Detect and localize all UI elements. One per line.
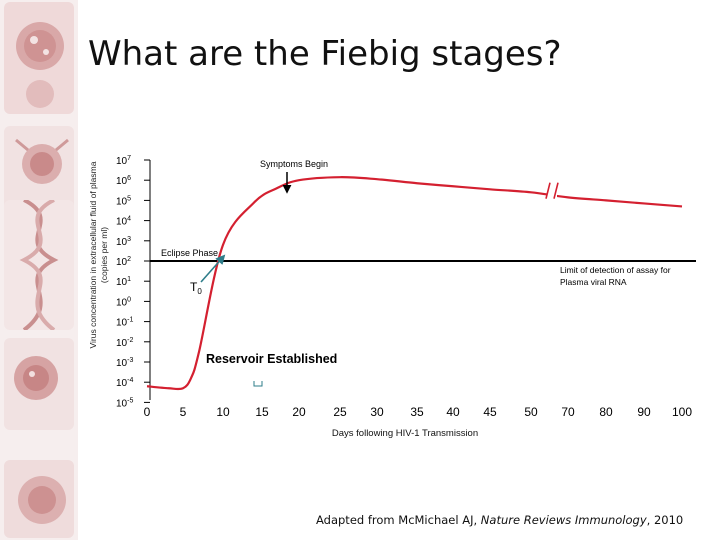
symptoms-begin-label: Symptoms Begin [260, 159, 328, 169]
y-tick-label: 10-3 [116, 357, 133, 369]
y-tick-label: 107 [116, 155, 131, 167]
y-tick-label: 10-2 [116, 337, 133, 349]
source-credit: Adapted from McMichael AJ, Nature Review… [316, 513, 683, 527]
y-tick-label: 10-1 [116, 317, 133, 329]
y-tick-label: 10-5 [116, 397, 133, 409]
viral-load-curve [146, 176, 683, 391]
t0-label: T0 [190, 280, 202, 296]
credit-prefix: Adapted from McMichael AJ, [316, 513, 481, 527]
detection-limit-label-line2: Plasma viral RNA [560, 277, 627, 287]
x-tick-label: 70 [561, 405, 575, 419]
x-tick-label: 0 [144, 405, 151, 419]
credit-suffix: , 2010 [646, 513, 684, 527]
x-tick-label: 80 [599, 405, 613, 419]
y-tick-label: 105 [116, 195, 131, 207]
x-tick-label: 5 [180, 405, 187, 419]
x-tick-label: 35 [410, 405, 424, 419]
y-tick-label: 10-4 [116, 377, 133, 389]
x-tick-label: 40 [446, 405, 460, 419]
x-tick-label: 90 [637, 405, 651, 419]
reservoir-established-label: Reservoir Established [206, 352, 337, 366]
eclipse-phase-label: Eclipse Phase [161, 248, 218, 258]
slide-title: What are the Fiebig stages? [88, 34, 562, 74]
decorative-sidebar [0, 0, 78, 540]
x-tick-label: 30 [370, 405, 384, 419]
break-line-left [545, 182, 551, 199]
y-tick-label: 106 [116, 175, 131, 187]
x-tick-label: 10 [216, 405, 230, 419]
virus-image-3 [4, 338, 74, 430]
y-tick-label: 101 [116, 276, 131, 288]
dna-helix-image [4, 200, 74, 330]
virus-image-1 [4, 2, 74, 114]
break-gap [547, 181, 557, 200]
y-tick-label: 103 [116, 236, 131, 248]
y-tick-label: 100 [116, 296, 131, 308]
break-line-right [553, 182, 559, 199]
x-tick-label: 50 [524, 405, 538, 419]
x-tick-label: 45 [483, 405, 497, 419]
detection-limit-label-line1: Limit of detection of assay for [560, 265, 671, 275]
x-tick-label: 20 [292, 405, 306, 419]
y-tick-label: 104 [116, 216, 131, 228]
y-tick-label: 102 [116, 256, 131, 268]
credit-journal: Nature Reviews Immunology [480, 513, 647, 527]
x-tick-label: 100 [672, 405, 692, 419]
reservoir-bracket [253, 381, 263, 387]
x-axis-label: Days following HIV-1 Transmission [331, 428, 479, 439]
axis-break-marker [545, 181, 559, 200]
x-tick-label: 15 [255, 405, 269, 419]
t0-arrow [200, 254, 226, 283]
virus-image-4 [4, 460, 74, 538]
x-tick-label: 25 [333, 405, 347, 419]
